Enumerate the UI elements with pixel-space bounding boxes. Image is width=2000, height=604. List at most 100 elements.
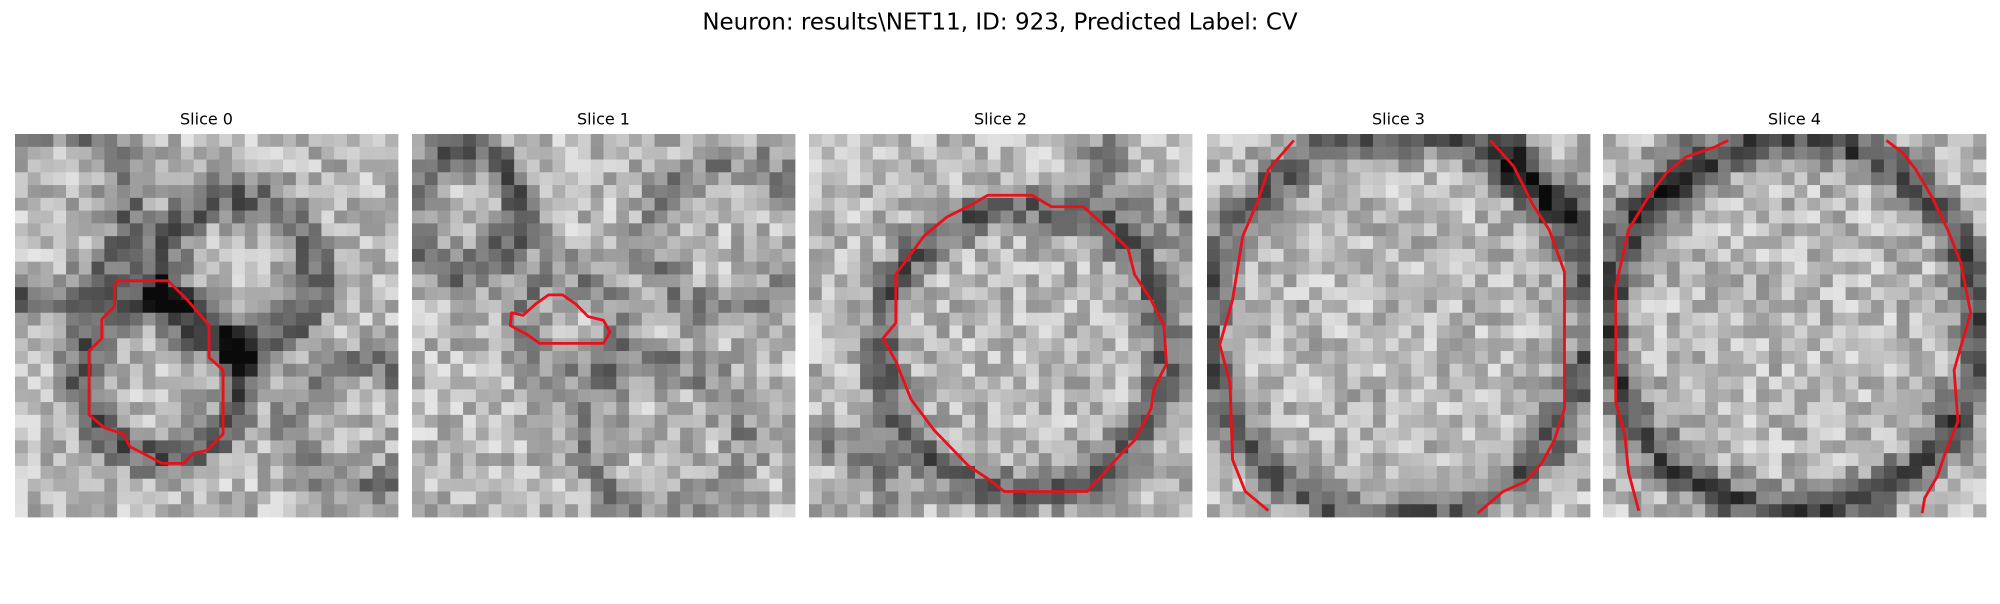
pixel: [872, 312, 886, 326]
pixel: [974, 146, 989, 160]
pixel: [117, 134, 131, 148]
pixel: [168, 440, 182, 454]
pixel: [1960, 172, 1974, 186]
pixel: [78, 134, 92, 148]
pixel: [1166, 287, 1180, 301]
pixel: [1820, 338, 1834, 352]
pixel: [1909, 312, 1923, 326]
pixel: [1424, 236, 1438, 250]
pixel: [923, 197, 938, 211]
pixel: [1654, 299, 1668, 314]
pixel: [155, 504, 169, 518]
pixel: [1666, 172, 1680, 186]
pixel: [1232, 312, 1246, 326]
pixel: [1283, 261, 1297, 275]
pixel: [66, 465, 80, 480]
pixel: [834, 414, 848, 429]
pixel: [463, 261, 477, 275]
pixel: [1756, 299, 1770, 314]
pixel: [232, 312, 246, 326]
pixel: [769, 299, 783, 314]
pixel: [1140, 299, 1155, 314]
pixel: [1730, 236, 1744, 250]
pixel: [450, 274, 464, 288]
pixel: [244, 274, 258, 288]
pixel: [1398, 491, 1412, 505]
pixel: [1832, 440, 1846, 454]
pixel: [692, 197, 707, 211]
pixel: [168, 210, 182, 224]
image: [1207, 134, 1591, 518]
pixel: [603, 414, 617, 429]
pixel: [1166, 504, 1180, 518]
pixel: [1947, 338, 1961, 352]
pixel: [590, 402, 604, 416]
pixel: [40, 414, 54, 429]
pixel: [1807, 376, 1821, 390]
pixel: [1705, 363, 1719, 377]
pixel: [1513, 427, 1527, 441]
pixel: [488, 491, 502, 505]
pixel: [731, 146, 745, 160]
pixel: [295, 287, 310, 301]
pixel: [270, 414, 284, 429]
pixel: [1973, 465, 1987, 480]
pixel: [1398, 465, 1412, 480]
pixel: [1051, 185, 1065, 199]
pixel: [1411, 504, 1425, 518]
pixel: [1705, 389, 1719, 403]
pixel: [1794, 299, 1808, 314]
pixel: [1026, 376, 1040, 390]
pixel: [834, 134, 848, 148]
pixel: [1296, 197, 1310, 211]
pixel: [321, 363, 335, 377]
pixel: [641, 440, 655, 454]
pixel: [91, 146, 105, 160]
pixel: [1449, 376, 1463, 390]
pixel: [1321, 504, 1336, 518]
pixel: [1424, 261, 1438, 275]
pixel: [1000, 389, 1014, 403]
pixel: [1768, 172, 1783, 186]
pixel: [1424, 312, 1438, 326]
pixel: [1794, 376, 1808, 390]
pixel: [1564, 453, 1578, 467]
pixel: [1000, 376, 1014, 390]
pixel: [1360, 185, 1374, 199]
pixel: [295, 504, 310, 518]
pixel: [1487, 402, 1502, 416]
pixel: [705, 287, 719, 301]
pixel: [1858, 159, 1872, 173]
pixel: [1347, 338, 1361, 352]
pixel: [667, 491, 681, 505]
pixel: [1781, 491, 1795, 505]
pixel: [898, 351, 912, 365]
pixel: [860, 172, 874, 186]
pixel: [1385, 261, 1399, 275]
pixel: [514, 299, 528, 314]
pixel: [834, 223, 848, 237]
pixel: [539, 338, 553, 352]
pixel: [821, 185, 835, 199]
pixel: [654, 389, 668, 403]
pixel: [949, 376, 963, 390]
pixel: [1922, 414, 1936, 429]
pixel: [1564, 312, 1578, 326]
pixel: [514, 223, 528, 237]
pixel: [308, 363, 322, 377]
pixel: [193, 363, 207, 377]
pixel: [1334, 338, 1348, 352]
pixel: [1832, 236, 1846, 250]
pixel: [129, 491, 144, 505]
pixel: [1283, 402, 1297, 416]
pixel: [885, 376, 899, 390]
pixel: [1679, 236, 1693, 250]
pixel: [91, 261, 105, 275]
pixel: [552, 210, 566, 224]
pixel: [1832, 427, 1846, 441]
pixel: [1692, 197, 1706, 211]
pixel: [1973, 312, 1987, 326]
pixel: [1666, 185, 1680, 199]
pixel: [974, 325, 989, 339]
pixel: [1628, 236, 1642, 250]
